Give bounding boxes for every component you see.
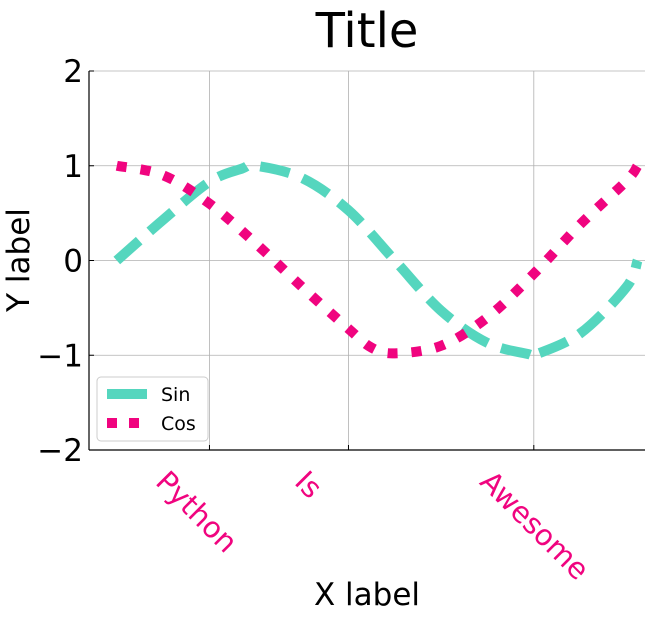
- legend-label-cos: Cos: [161, 413, 196, 435]
- y-tick-label: 1: [63, 149, 83, 185]
- x-tick-label: Is: [288, 464, 329, 505]
- series-line-sin: [113, 160, 643, 363]
- y-tick-label: 2: [63, 54, 83, 90]
- x-ticks: Python Is Awesome: [149, 445, 596, 587]
- x-tick-label: Awesome: [474, 464, 596, 586]
- series-layer: [113, 160, 643, 363]
- y-tick-label: 0: [63, 244, 83, 280]
- y-ticks: −2 −1 0 1 2: [37, 54, 94, 469]
- legend: Sin Cos: [96, 376, 209, 442]
- x-axis-label: X label: [314, 577, 420, 613]
- y-axis-label: Y label: [1, 208, 37, 313]
- chart-title: Title: [315, 3, 419, 59]
- y-tick-label: −1: [37, 338, 83, 374]
- x-tick-label: Python: [149, 464, 244, 559]
- y-tick-label: −2: [37, 433, 83, 469]
- grid-lines: [89, 70, 645, 451]
- legend-label-sin: Sin: [161, 384, 190, 406]
